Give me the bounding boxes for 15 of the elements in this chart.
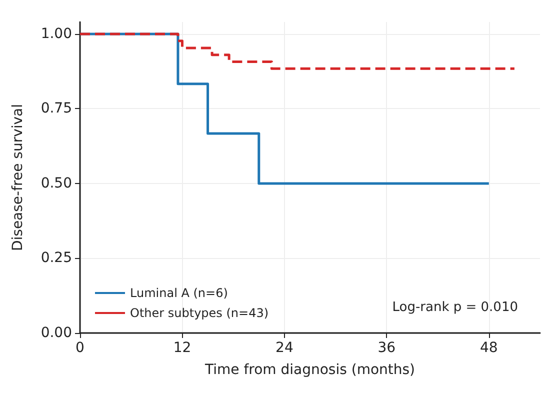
legend-label: Luminal A (n=6) xyxy=(130,286,228,300)
y-tick-label: 1.00 xyxy=(40,26,72,42)
legend-label: Other subtypes (n=43) xyxy=(130,306,269,320)
x-tick-label: 0 xyxy=(76,340,84,356)
y-tick-label: 0.00 xyxy=(40,325,72,341)
annotation: Log-rank p = 0.010 xyxy=(392,300,518,315)
x-tick-label: 36 xyxy=(378,340,396,356)
x-tick-label: 48 xyxy=(480,340,498,356)
y-tick-label: 0.25 xyxy=(40,250,72,266)
x-axis-title: Time from diagnosis (months) xyxy=(204,362,416,378)
y-tick-label: 0.50 xyxy=(40,175,72,192)
x-tick-label: 12 xyxy=(173,340,192,356)
y-tick-label: 0.75 xyxy=(40,100,72,117)
y-axis-title: Disease-free survival xyxy=(10,104,26,252)
x-tick-label: 24 xyxy=(276,340,294,356)
